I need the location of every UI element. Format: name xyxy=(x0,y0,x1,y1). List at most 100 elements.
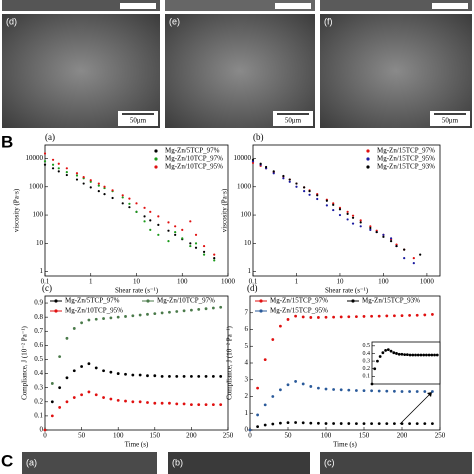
point xyxy=(97,184,100,187)
panel-label: (b) xyxy=(253,132,264,142)
point xyxy=(211,375,215,378)
point xyxy=(324,422,328,425)
point xyxy=(128,197,131,200)
point xyxy=(103,185,106,188)
point xyxy=(359,219,362,222)
x-tick-label: 1 xyxy=(295,278,299,286)
point xyxy=(386,348,390,352)
legend-marker xyxy=(366,157,370,161)
point xyxy=(279,421,282,425)
top-strip xyxy=(2,0,472,11)
scale-label: 50μm xyxy=(130,117,147,125)
y-tick-label: 0 xyxy=(40,426,44,434)
point xyxy=(175,375,179,378)
point xyxy=(168,310,171,314)
point xyxy=(431,313,434,316)
point xyxy=(370,314,373,318)
point xyxy=(168,401,171,405)
arrow xyxy=(399,391,433,425)
y-tick-label: 4 xyxy=(245,359,249,367)
point xyxy=(181,237,184,240)
point xyxy=(116,372,120,375)
point xyxy=(202,244,206,248)
point xyxy=(332,202,335,205)
point xyxy=(146,401,149,404)
point xyxy=(303,186,306,189)
image xyxy=(22,452,157,474)
y-tick-label: 0.1 xyxy=(363,374,371,380)
x-tick-label: 1000 xyxy=(420,278,435,286)
point xyxy=(131,400,135,404)
point xyxy=(111,189,114,192)
point xyxy=(50,414,54,418)
point xyxy=(160,401,164,405)
legend-marker xyxy=(366,149,370,153)
legend-label: Mg-Zn/15TCP_95% xyxy=(270,307,328,315)
point xyxy=(362,315,366,318)
point xyxy=(251,158,255,161)
x-tick-label: 1000 xyxy=(221,278,236,286)
point xyxy=(157,215,160,218)
point xyxy=(128,206,131,209)
point xyxy=(175,310,179,313)
point xyxy=(403,248,406,251)
image xyxy=(2,0,160,11)
point xyxy=(369,228,372,231)
point xyxy=(332,203,335,206)
point xyxy=(370,382,374,386)
point xyxy=(58,386,62,390)
legend-label: Mg-Zn/10TCP_95% xyxy=(65,307,123,315)
point xyxy=(102,369,105,373)
point xyxy=(282,177,285,180)
point xyxy=(346,218,349,221)
point xyxy=(174,233,177,236)
x-tick-label: 100 xyxy=(321,432,332,440)
x-tick-label: 50 xyxy=(285,432,293,440)
point xyxy=(121,202,124,205)
legend-marker xyxy=(259,299,263,303)
point xyxy=(149,219,152,222)
image xyxy=(320,0,472,11)
point xyxy=(317,316,320,319)
point xyxy=(279,388,282,392)
point xyxy=(395,352,398,355)
point xyxy=(102,317,105,320)
legend-label: Mg-Zn/15TCP_95% xyxy=(377,155,435,163)
x-tick-label: 1 xyxy=(89,278,93,286)
y-tick-label: 0.4 xyxy=(363,351,371,357)
point xyxy=(381,351,385,355)
point xyxy=(138,373,142,377)
series-group xyxy=(248,313,434,432)
point xyxy=(128,202,131,205)
point xyxy=(194,233,198,236)
panel-letter: B xyxy=(1,132,13,151)
point xyxy=(389,239,393,243)
point xyxy=(295,185,298,188)
point xyxy=(102,396,105,399)
image-label: (e) xyxy=(169,16,180,26)
y-tick-label: 1 xyxy=(245,409,249,417)
point xyxy=(282,174,285,178)
point xyxy=(194,242,198,245)
point xyxy=(405,353,409,356)
point xyxy=(72,369,76,373)
scale-label: 50μm xyxy=(442,117,459,125)
point xyxy=(377,389,381,393)
plot-frame xyxy=(44,295,229,431)
point xyxy=(325,199,328,202)
point xyxy=(339,388,343,392)
point xyxy=(355,389,358,392)
point xyxy=(131,314,135,318)
point xyxy=(423,313,427,317)
point xyxy=(109,316,113,320)
sem-row xyxy=(2,14,472,128)
point xyxy=(411,353,415,357)
point xyxy=(393,422,396,426)
point xyxy=(57,170,60,173)
point xyxy=(168,375,171,378)
x-tick-label: 0.1 xyxy=(249,278,258,286)
point xyxy=(309,385,313,388)
legend-label: Mg-Zn/5TCP_97% xyxy=(165,147,220,155)
point xyxy=(58,406,62,409)
